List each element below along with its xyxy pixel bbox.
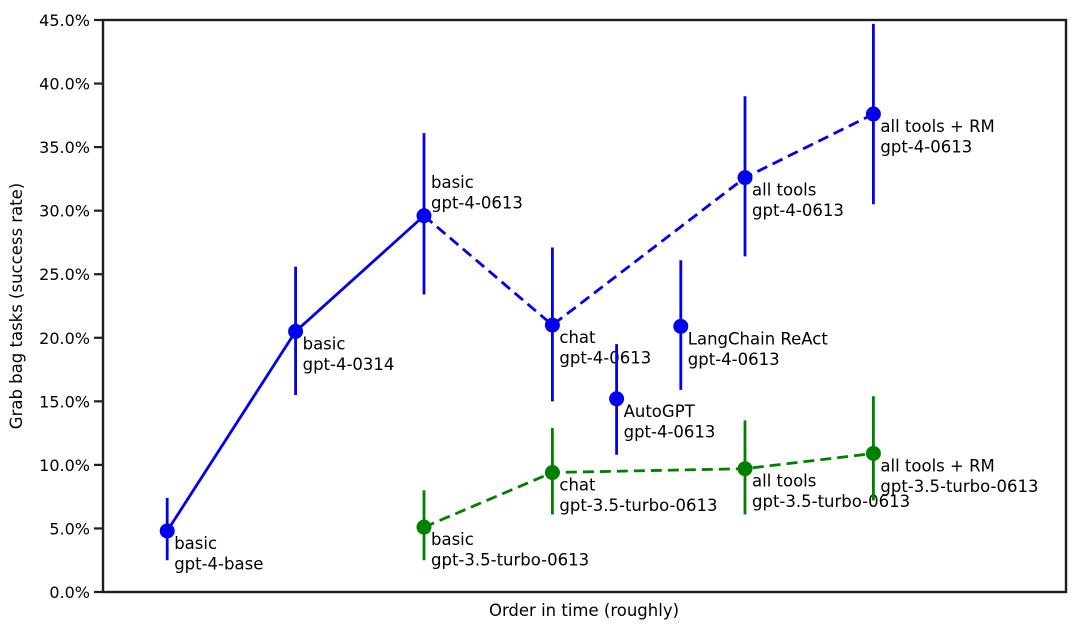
data-point bbox=[737, 170, 753, 186]
plot-area: 0.0% 5.0% 10.0% 15.0% 20.0% 25.0% 30.0% 35.0% 40… bbox=[39, 11, 1068, 602]
data-point bbox=[673, 318, 689, 334]
point-label-line: gpt-4-0613 bbox=[559, 349, 651, 368]
y-tick-label: 15.0% bbox=[39, 392, 90, 411]
x-axis-label: Order in time (roughly) bbox=[489, 601, 679, 620]
point-label-line: basic bbox=[431, 530, 474, 549]
point-label-line: all tools + RM bbox=[880, 456, 994, 475]
data-point bbox=[865, 445, 881, 461]
point-label-line: gpt-3.5-turbo-0613 bbox=[752, 492, 910, 511]
y-tick-label: 30.0% bbox=[39, 202, 90, 221]
point-label-line: gpt-3.5-turbo-0613 bbox=[559, 496, 717, 515]
point-label-line: gpt-3.5-turbo-0613 bbox=[431, 551, 589, 570]
point-label-line: AutoGPT bbox=[624, 402, 696, 421]
y-tick-label: 5.0% bbox=[49, 519, 90, 538]
data-point bbox=[737, 461, 753, 477]
point-label-line: all tools bbox=[752, 181, 816, 200]
point-label-line: basic bbox=[174, 534, 217, 553]
point-label-line: LangChain ReAct bbox=[688, 329, 829, 348]
point-label-line: gpt-3.5-turbo-0613 bbox=[880, 477, 1038, 496]
data-point bbox=[416, 519, 432, 535]
point-label-line: gpt-4-0613 bbox=[431, 193, 523, 212]
point-label-line: gpt-4-0613 bbox=[752, 201, 844, 220]
point-label: basic gpt-4-0314 bbox=[303, 334, 395, 374]
point-label: chat gpt-4-0613 bbox=[559, 328, 651, 368]
point-label-line: chat bbox=[559, 476, 596, 495]
y-tick-label: 0.0% bbox=[49, 583, 90, 602]
point-label: all tools gpt-3.5-turbo-0613 bbox=[752, 472, 910, 512]
point-label-line: all tools + RM bbox=[880, 117, 994, 136]
data-point bbox=[544, 465, 560, 481]
point-label: basic gpt-4-0613 bbox=[431, 173, 523, 213]
data-point bbox=[609, 391, 625, 407]
point-label-line: gpt-4-0613 bbox=[624, 422, 716, 441]
point-label: all tools + RM gpt-4-0613 bbox=[880, 117, 994, 157]
point-label: basic gpt-3.5-turbo-0613 bbox=[431, 530, 589, 570]
point-label-line: gpt-4-0613 bbox=[880, 138, 972, 157]
point-label-line: basic bbox=[431, 173, 474, 192]
data-point bbox=[544, 317, 560, 333]
point-label-line: all tools bbox=[752, 472, 816, 491]
y-tick-label: 45.0% bbox=[39, 11, 90, 30]
point-label: LangChain ReAct gpt-4-0613 bbox=[688, 329, 829, 369]
data-point bbox=[416, 208, 432, 224]
y-tick-label: 20.0% bbox=[39, 329, 90, 348]
series-line bbox=[423, 452, 874, 529]
point-label-line: gpt-4-0314 bbox=[303, 355, 395, 374]
point-label: all tools + RM gpt-3.5-turbo-0613 bbox=[880, 456, 1038, 496]
data-point bbox=[288, 323, 304, 339]
y-tick-label: 25.0% bbox=[39, 265, 90, 284]
point-label-line: basic bbox=[303, 334, 346, 353]
y-axis-label: Grab bag tasks (success rate) bbox=[7, 183, 26, 429]
point-label-line: chat bbox=[559, 328, 596, 347]
data-point bbox=[159, 523, 175, 539]
plot-border bbox=[101, 18, 1068, 594]
point-label: chat gpt-3.5-turbo-0613 bbox=[559, 476, 717, 516]
y-tick-label: 40.0% bbox=[39, 75, 90, 94]
point-label-line: gpt-4-base bbox=[174, 554, 263, 573]
point-label: AutoGPT gpt-4-0613 bbox=[624, 402, 716, 442]
point-label: basic gpt-4-base bbox=[174, 534, 263, 574]
data-point bbox=[865, 106, 881, 122]
y-tick-label: 35.0% bbox=[39, 138, 90, 157]
point-label: all tools gpt-4-0613 bbox=[752, 181, 844, 221]
point-label-line: gpt-4-0613 bbox=[688, 350, 780, 369]
y-tick-label: 10.0% bbox=[39, 456, 90, 475]
series-line bbox=[423, 112, 875, 327]
